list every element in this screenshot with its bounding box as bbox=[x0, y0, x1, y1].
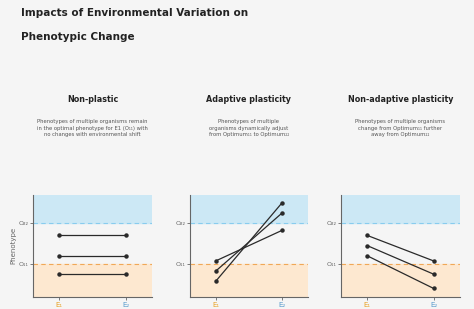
Bar bbox=[190, 193, 308, 223]
Text: Phenotypic Change: Phenotypic Change bbox=[21, 32, 135, 42]
Bar bbox=[33, 264, 152, 299]
Text: Non-adaptive plasticity: Non-adaptive plasticity bbox=[348, 95, 453, 104]
Text: Phenotypes of multiple organisms remain
in the optimal phenotype for E1 (O₁₁) wi: Phenotypes of multiple organisms remain … bbox=[37, 119, 148, 137]
Text: Phenotypes of multiple organisms
change from Optimum₁₁ further
away from Optimum: Phenotypes of multiple organisms change … bbox=[356, 119, 446, 137]
Bar bbox=[190, 264, 308, 299]
Text: Adaptive plasticity: Adaptive plasticity bbox=[206, 95, 292, 104]
Bar bbox=[341, 264, 460, 299]
Y-axis label: Phenotype: Phenotype bbox=[10, 227, 16, 264]
Bar bbox=[33, 193, 152, 223]
Text: Phenotypes of multiple
organisms dynamically adjust
from Optimum₁₁ to Optimum₂₂: Phenotypes of multiple organisms dynamic… bbox=[209, 119, 289, 137]
Text: Non-plastic: Non-plastic bbox=[67, 95, 118, 104]
Text: Impacts of Environmental Variation on: Impacts of Environmental Variation on bbox=[21, 8, 248, 18]
Bar bbox=[341, 193, 460, 223]
